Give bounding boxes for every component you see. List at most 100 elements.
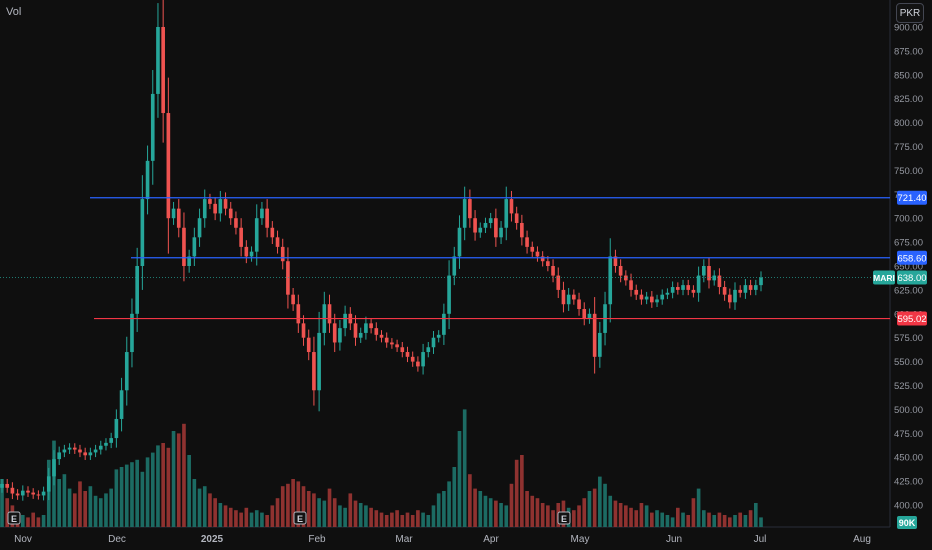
- candle-body[interactable]: [296, 304, 301, 324]
- candle-body[interactable]: [228, 208, 233, 219]
- candle-body[interactable]: [546, 261, 550, 266]
- candle-body[interactable]: [0, 483, 4, 488]
- candle-body[interactable]: [468, 199, 472, 219]
- candle-body[interactable]: [338, 328, 342, 343]
- candle-body[interactable]: [582, 309, 587, 319]
- candle-body[interactable]: [395, 344, 399, 348]
- candle-body[interactable]: [124, 352, 129, 391]
- candle-body[interactable]: [270, 227, 275, 238]
- candle-body[interactable]: [670, 287, 675, 293]
- candle-body[interactable]: [306, 337, 311, 353]
- candle-body[interactable]: [577, 299, 581, 310]
- candle-body[interactable]: [509, 199, 514, 214]
- candle-body[interactable]: [613, 256, 618, 266]
- candle-body[interactable]: [182, 227, 186, 266]
- candle-body[interactable]: [608, 256, 613, 305]
- candle-body[interactable]: [31, 492, 36, 495]
- candle-body[interactable]: [150, 93, 155, 161]
- candle-body[interactable]: [701, 266, 706, 276]
- candle-body[interactable]: [213, 203, 217, 214]
- candle-body[interactable]: [301, 323, 306, 338]
- candle-body[interactable]: [525, 237, 529, 247]
- candle-body[interactable]: [421, 352, 425, 367]
- candle-body[interactable]: [598, 332, 602, 357]
- candle-body[interactable]: [192, 237, 197, 257]
- candle-body[interactable]: [530, 246, 535, 252]
- earnings-marker[interactable]: [7, 511, 21, 525]
- candle-body[interactable]: [332, 323, 337, 343]
- candle-body[interactable]: [36, 494, 41, 496]
- candle-body[interactable]: [83, 452, 87, 456]
- candle-body[interactable]: [98, 445, 103, 450]
- candle-body[interactable]: [691, 289, 696, 293]
- candle-body[interactable]: [249, 251, 254, 257]
- candle-body[interactable]: [561, 289, 566, 305]
- candle-body[interactable]: [109, 438, 113, 443]
- candle-body[interactable]: [62, 449, 67, 453]
- candle-body[interactable]: [400, 347, 405, 353]
- candle-body[interactable]: [254, 218, 259, 252]
- candle-body[interactable]: [57, 452, 62, 460]
- candle-body[interactable]: [759, 277, 763, 286]
- candle-body[interactable]: [727, 294, 732, 303]
- candle-body[interactable]: [390, 342, 394, 345]
- candle-body[interactable]: [10, 487, 15, 494]
- candle-body[interactable]: [504, 199, 509, 228]
- candle-body[interactable]: [639, 294, 644, 300]
- candle-body[interactable]: [457, 227, 462, 257]
- candle-body[interactable]: [556, 275, 561, 290]
- candle-body[interactable]: [5, 483, 10, 488]
- earnings-marker[interactable]: [557, 511, 571, 525]
- candle-body[interactable]: [239, 227, 243, 247]
- candle-body[interactable]: [707, 266, 711, 281]
- candle-body[interactable]: [733, 289, 737, 303]
- candle-body[interactable]: [514, 213, 519, 223]
- candle-body[interactable]: [353, 323, 358, 338]
- currency-button[interactable]: PKR: [896, 3, 924, 23]
- candle-body[interactable]: [286, 261, 290, 295]
- candle-body[interactable]: [218, 199, 223, 214]
- candle-body[interactable]: [202, 199, 207, 219]
- candle-body[interactable]: [478, 227, 483, 233]
- candle-body[interactable]: [634, 289, 639, 295]
- candle-body[interactable]: [483, 222, 488, 228]
- candle-body[interactable]: [46, 476, 51, 492]
- candle-body[interactable]: [156, 27, 160, 94]
- candle-body[interactable]: [592, 313, 597, 357]
- candle-body[interactable]: [78, 449, 82, 453]
- candle-body[interactable]: [20, 490, 25, 496]
- candle-body[interactable]: [52, 459, 56, 477]
- candle-body[interactable]: [572, 294, 576, 300]
- candle-body[interactable]: [520, 222, 524, 238]
- candle-body[interactable]: [93, 449, 98, 453]
- candle-body[interactable]: [644, 296, 649, 300]
- candle-body[interactable]: [88, 452, 93, 456]
- candle-body[interactable]: [171, 208, 176, 219]
- candle-body[interactable]: [624, 275, 628, 281]
- candle-body[interactable]: [494, 218, 498, 238]
- candle-body[interactable]: [161, 27, 165, 114]
- candle-body[interactable]: [140, 199, 145, 266]
- candle-body[interactable]: [416, 361, 420, 367]
- candle-body[interactable]: [660, 294, 665, 300]
- candle-body[interactable]: [540, 256, 545, 262]
- candle-body[interactable]: [431, 337, 436, 348]
- candle-body[interactable]: [130, 313, 134, 353]
- candle-body[interactable]: [317, 332, 321, 391]
- candle-body[interactable]: [696, 275, 701, 293]
- candle-body[interactable]: [410, 356, 415, 362]
- candle-body[interactable]: [566, 294, 571, 305]
- candle-body[interactable]: [681, 285, 685, 290]
- candle-body[interactable]: [327, 304, 332, 324]
- candle-body[interactable]: [686, 285, 691, 290]
- candle-body[interactable]: [67, 447, 72, 450]
- candle-body[interactable]: [358, 332, 363, 338]
- candle-body[interactable]: [717, 275, 722, 288]
- candle-body[interactable]: [343, 313, 347, 329]
- candle-body[interactable]: [473, 218, 477, 233]
- candle-body[interactable]: [650, 296, 654, 303]
- candle-body[interactable]: [676, 287, 680, 290]
- candle-body[interactable]: [104, 442, 108, 446]
- candle-body[interactable]: [197, 218, 202, 238]
